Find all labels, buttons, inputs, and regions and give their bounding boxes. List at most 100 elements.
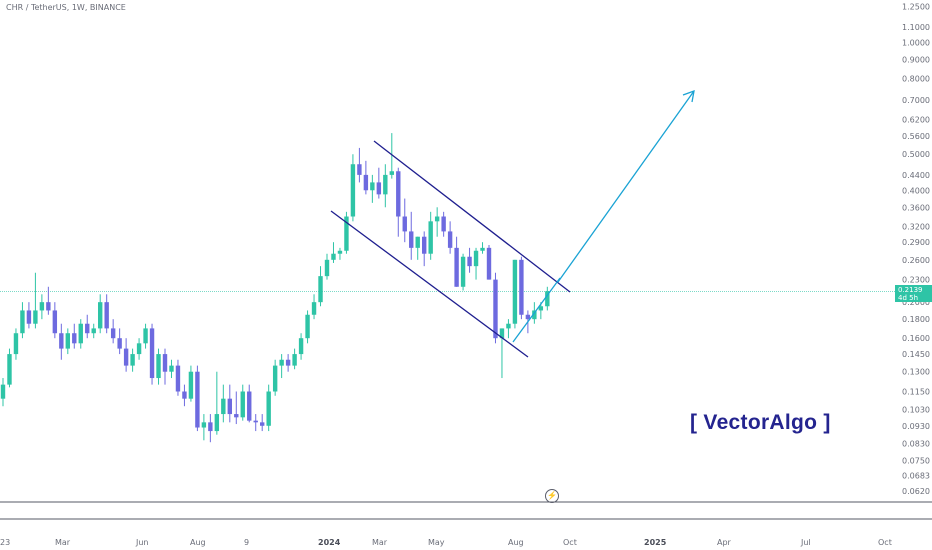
y-tick-label: 0.1600 [902,334,930,343]
brand-watermark: [ VectorAlgo ] [690,411,831,434]
candle-body [195,371,200,428]
candle-body [156,354,161,379]
channel-upper-line [373,140,571,293]
y-tick-label: 0.5600 [902,132,930,141]
candle-body [188,371,194,399]
candle-body [538,306,544,311]
candle-body [143,328,148,344]
candle-body [525,314,531,320]
candle-body [409,231,414,248]
y-tick-label: 0.2600 [902,256,930,265]
candle-body [298,338,304,355]
y-tick-label: 0.5000 [902,150,930,159]
candle-body [305,314,310,339]
candle-body [506,323,511,329]
candle-body [350,164,356,217]
y-tick-label: 0.0683 [902,472,930,481]
candle-body [292,354,297,366]
candle-body [208,422,213,432]
y-tick-label: 0.0830 [902,440,930,449]
candle-body [428,221,433,254]
y-tick-label: 1.0000 [902,38,930,47]
candle-body [519,259,524,315]
candle-body [221,398,226,415]
candle-body [260,422,265,426]
y-tick-label: 0.3200 [902,222,930,231]
candle-body [59,333,64,349]
candle-body [493,279,498,339]
candle-body [376,182,382,195]
y-tick-label: 0.0620 [902,487,930,496]
candle-body [447,231,453,248]
y-tick-label: 0.1800 [902,315,930,324]
y-tick-label: 0.2300 [902,276,930,285]
candle-body [39,302,45,311]
candle-body [532,310,537,320]
candle-body [415,236,420,248]
x-tick-label: 9 [244,538,249,547]
candle-body [357,164,362,175]
candle-body [33,310,38,324]
y-tick-label: 0.0930 [902,422,930,431]
candle-body [253,420,258,423]
candle-body [389,171,394,175]
candle-body [7,354,12,385]
y-tick-label: 0.1450 [902,350,930,359]
x-tick-label: Mar [372,538,388,547]
candle-body [0,384,6,399]
candle-body [110,328,116,339]
candle-body [480,247,485,251]
candle-body [175,365,181,392]
candle-body [422,236,427,254]
current-price-badge: 0.2139 4d 5h [895,285,932,302]
y-tick-label: 0.1300 [902,368,930,377]
candle-body [78,323,83,344]
candle-body [136,343,142,355]
candle-body [434,216,440,222]
x-tick-label: Jul [800,538,811,547]
y-tick-label: 0.7000 [902,96,930,105]
candle-body [52,310,58,334]
candle-body [318,276,323,303]
candle-body [65,333,70,349]
candle-body [214,414,220,432]
candle-body [169,365,174,372]
x-tick-label: Aug [508,538,524,547]
candle-body [85,323,90,334]
current-price-label: 0.2139 [898,286,923,294]
y-tick-label: 0.8000 [902,74,930,83]
candle-body [467,256,472,267]
candle-body [545,291,550,307]
y-tick-label: 0.2000 [902,298,930,307]
candle-body [344,216,349,251]
x-tick-label: Mar [55,538,71,547]
y-tick-label: 0.1150 [902,388,930,397]
candle-body [72,333,77,344]
candle-body [337,250,343,254]
candle-body [26,310,32,324]
candle-body [324,259,330,277]
lightning-bolt-icon[interactable]: ⚡ [545,489,559,503]
candle-body [149,328,155,379]
y-tick-label: 0.3600 [902,203,930,212]
candle-body [266,391,271,426]
candle-body [473,250,479,267]
candle-body [383,174,388,195]
candle-body [234,414,239,418]
x-tick-label: 23 [0,538,10,547]
x-tick-label: Jun [135,538,149,547]
breakout-trendline [512,277,561,343]
candle-body [201,422,207,428]
y-tick-label: 0.4000 [902,186,930,195]
candle-body [331,253,336,260]
candle-body [460,256,466,287]
y-tick-label: 0.6200 [902,116,930,125]
candle-body [13,333,19,355]
candle-body [272,365,278,392]
candle-body [46,302,51,311]
candle-body [486,247,492,280]
candle-body [162,354,168,372]
candle-body [130,354,135,366]
candle-body [279,359,284,366]
